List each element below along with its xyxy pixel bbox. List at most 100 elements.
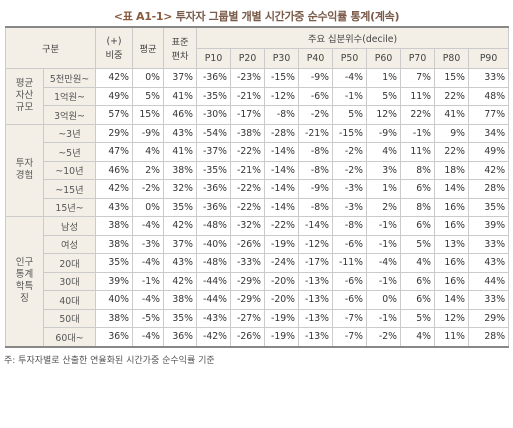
group-label: 투자 경험 — [5, 123, 44, 217]
value-cell: 48% — [468, 86, 510, 106]
value-cell: -23% — [230, 68, 266, 88]
value-cell: -44% — [196, 271, 232, 291]
value-cell: 40% — [95, 290, 134, 310]
value-cell: 16% — [434, 271, 470, 291]
value-cell: -54% — [196, 123, 232, 143]
row-label: ~15년 — [42, 179, 97, 199]
value-cell: 5% — [332, 105, 368, 125]
value-cell: 11% — [400, 142, 436, 162]
value-cell: 42% — [95, 68, 134, 88]
value-cell: -33% — [230, 253, 266, 273]
value-cell: 46% — [95, 160, 134, 180]
value-cell: -15% — [332, 123, 368, 143]
value-cell: 33% — [468, 290, 510, 310]
header-sd: 표준 편차 — [163, 26, 198, 69]
row-label: 30대 — [42, 271, 97, 291]
value-cell: -4% — [132, 327, 165, 347]
value-cell: 39% — [95, 271, 134, 291]
table-row: 30대 39% -1% 42% -44% -29% -20% -13% -6% -1% 6% 16% 4… — [6, 271, 510, 291]
value-cell: -13% — [298, 308, 334, 328]
row-label: ~5년 — [42, 142, 97, 162]
value-cell: -4% — [132, 253, 165, 273]
table-row: ~15년 42% -2% 32% -36% -22% -14% -9% -3% 1% 6% 14% 28… — [6, 179, 510, 199]
value-cell: 2% — [366, 197, 402, 217]
table-row: 1억원~ 49% 5% 41% -35% -21% -12% -6% -1% 5% 11% 22% 48… — [6, 86, 510, 106]
value-cell: -1% — [400, 123, 436, 143]
header-decile-p60: P60 — [366, 48, 402, 69]
value-cell: -7% — [332, 308, 368, 328]
value-cell: -8% — [298, 142, 334, 162]
header-sd-top: 표준 — [171, 37, 189, 48]
value-cell: -14% — [264, 197, 300, 217]
value-cell: -12% — [298, 234, 334, 254]
table-row: 40대 40% -4% 38% -44% -29% -20% -13% -6% 0% 6% 14% 33… — [6, 290, 510, 310]
value-cell: 38% — [163, 160, 198, 180]
value-cell: 33% — [468, 234, 510, 254]
value-cell: 4% — [400, 253, 436, 273]
value-cell: 42% — [163, 271, 198, 291]
value-cell: -13% — [298, 327, 334, 347]
value-cell: 1% — [366, 179, 402, 199]
value-cell: -36% — [196, 197, 232, 217]
value-cell: 8% — [400, 197, 436, 217]
value-cell: 5% — [132, 86, 165, 106]
value-cell: -43% — [196, 308, 232, 328]
row-label: ~10년 — [42, 160, 97, 180]
value-cell: 4% — [132, 142, 165, 162]
header-decile-p40: P40 — [298, 48, 334, 69]
row-label: 40대 — [42, 290, 97, 310]
value-cell: 49% — [95, 86, 134, 106]
value-cell: -26% — [230, 234, 266, 254]
value-cell: -26% — [230, 327, 266, 347]
value-cell: 11% — [434, 327, 470, 347]
value-cell: 12% — [434, 308, 470, 328]
value-cell: -22% — [230, 179, 266, 199]
value-cell: 37% — [163, 234, 198, 254]
table-title: <표 A1-1> 투자자 그룹별 개별 시간가중 순수익률 통계(계속) — [0, 8, 513, 26]
value-cell: 38% — [95, 216, 134, 236]
value-cell: 43% — [163, 123, 198, 143]
value-cell: 6% — [400, 216, 436, 236]
value-cell: -40% — [196, 234, 232, 254]
header-sd-bottom: 편차 — [171, 51, 189, 62]
value-cell: 42% — [163, 216, 198, 236]
value-cell: -30% — [196, 105, 232, 125]
value-cell: -44% — [196, 290, 232, 310]
table-row: ~10년 46% 2% 38% -35% -21% -14% -8% -2% 3% 8% 18% 42% — [6, 160, 510, 180]
value-cell: 38% — [163, 290, 198, 310]
value-cell: 29% — [95, 123, 134, 143]
value-cell: -21% — [298, 123, 334, 143]
value-cell: 16% — [434, 253, 470, 273]
value-cell: -35% — [196, 160, 232, 180]
value-cell: -2% — [366, 327, 402, 347]
value-cell: 57% — [95, 105, 134, 125]
table-row: 인구 통계 학특 징 남성 38% -4% 42% -48% -32% -22% -14% -8%… — [5, 216, 510, 347]
value-cell: -1% — [332, 86, 368, 106]
value-cell: -1% — [366, 308, 402, 328]
value-cell: -6% — [332, 271, 368, 291]
value-cell: 41% — [163, 86, 198, 106]
value-cell: -2% — [332, 142, 368, 162]
value-cell: -9% — [132, 123, 165, 143]
value-cell: -42% — [196, 327, 232, 347]
value-cell: 3% — [366, 160, 402, 180]
value-cell: -37% — [196, 142, 232, 162]
value-cell: 28% — [468, 179, 510, 199]
value-cell: -5% — [132, 308, 165, 328]
value-cell: 49% — [468, 142, 510, 162]
value-cell: -14% — [298, 216, 334, 236]
value-cell: -48% — [196, 216, 232, 236]
value-cell: -14% — [264, 142, 300, 162]
value-cell: 36% — [163, 327, 198, 347]
row-label: 50대 — [42, 308, 97, 328]
value-cell: -2% — [132, 179, 165, 199]
value-cell: 12% — [366, 105, 402, 125]
value-cell: 6% — [400, 179, 436, 199]
row-label: 1억원~ — [42, 86, 97, 106]
value-cell: -13% — [298, 290, 334, 310]
group-label: 인구 통계 학특 징 — [5, 216, 44, 347]
value-cell: 4% — [400, 327, 436, 347]
value-cell: -35% — [196, 86, 232, 106]
value-cell: 44% — [468, 271, 510, 291]
value-cell: 6% — [400, 290, 436, 310]
